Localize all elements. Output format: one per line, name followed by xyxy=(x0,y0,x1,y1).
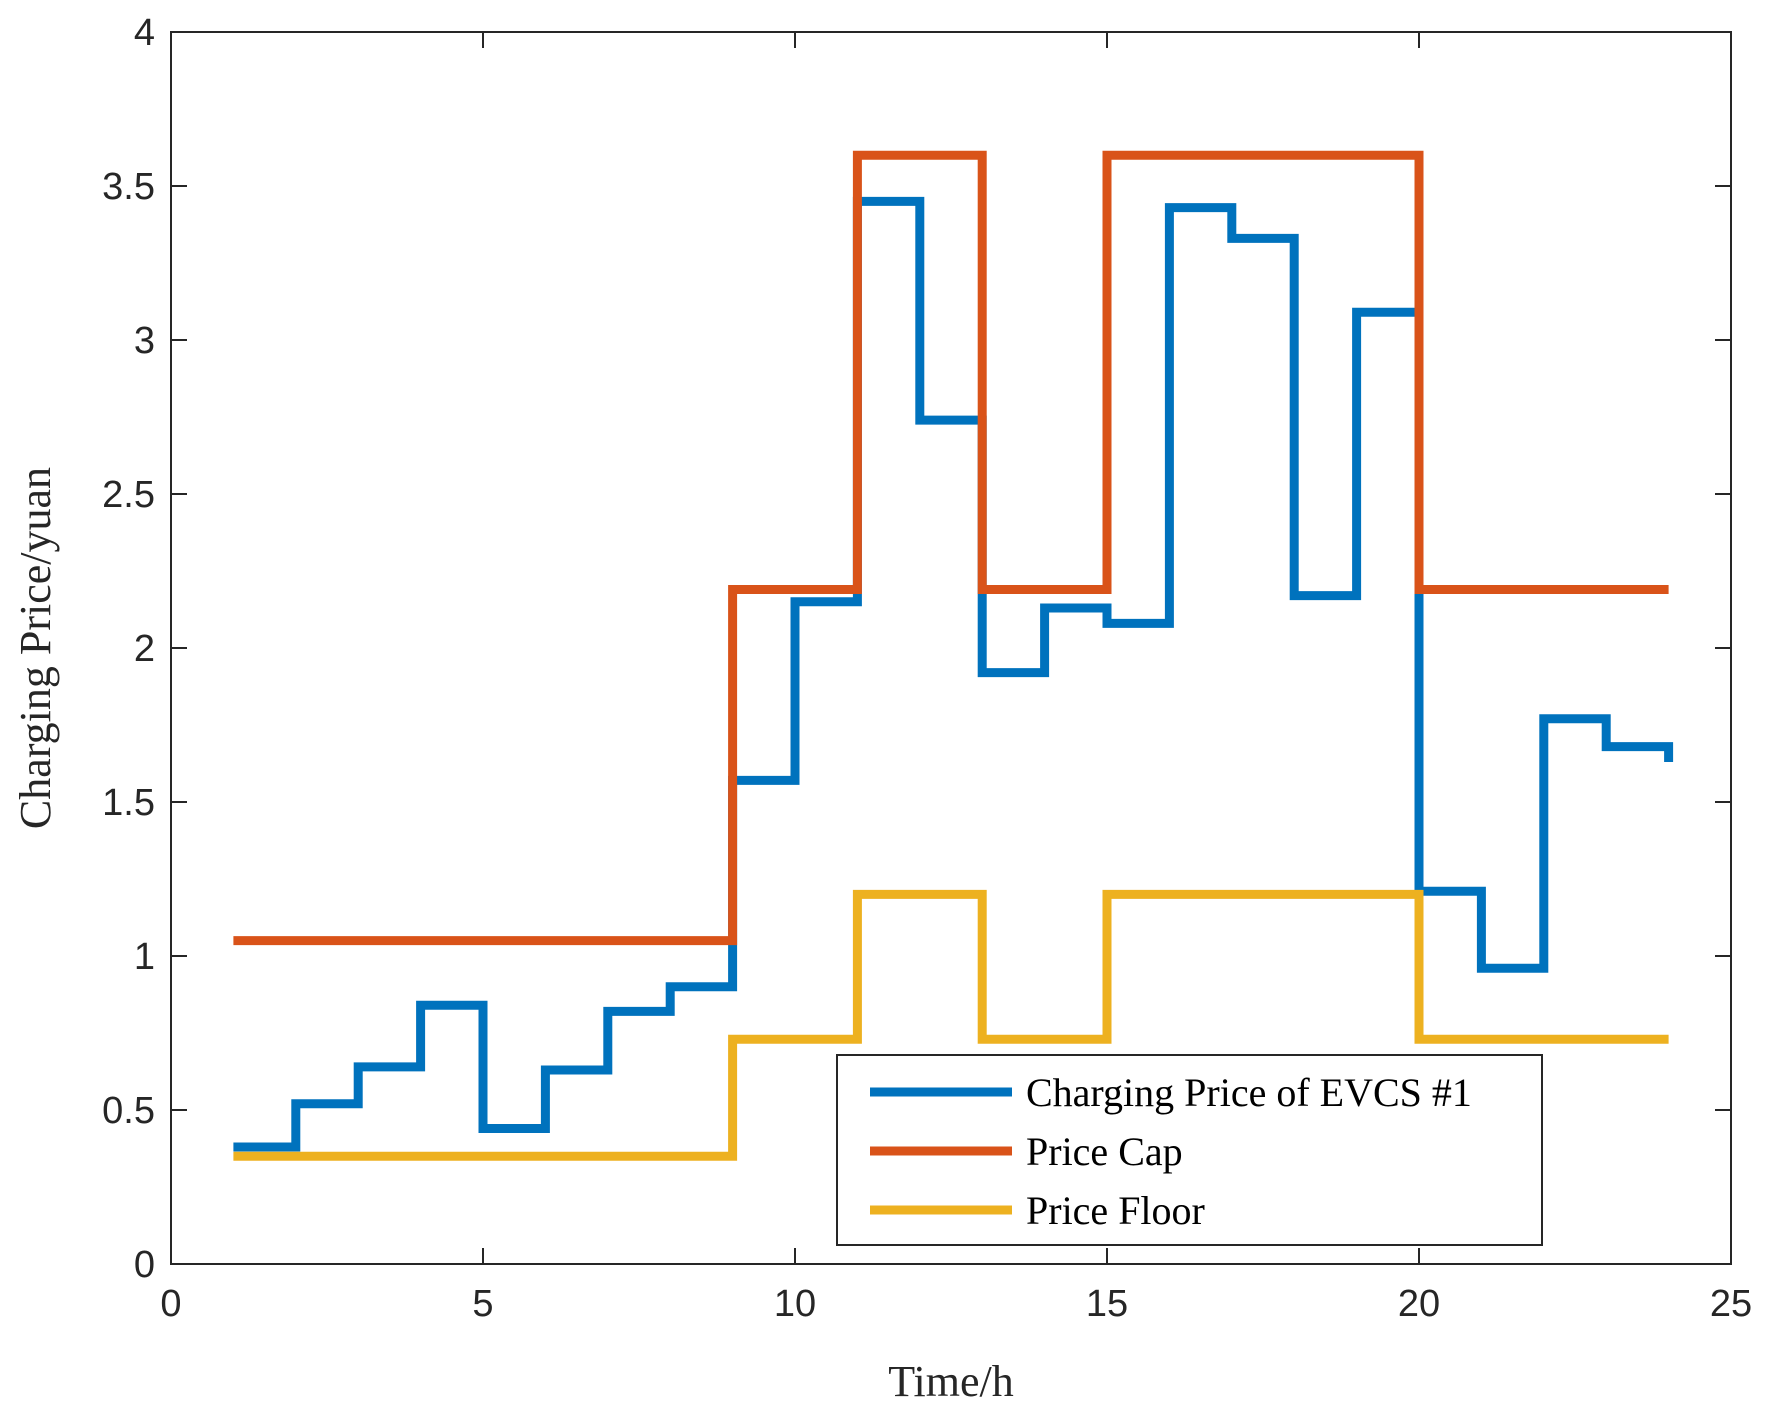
tick-layer: 0 5 10 15 20 25 0 0.5 1 1.5 2 2.5 3 3.5 4 xyxy=(102,12,1752,1325)
legend-label-price-cap: Price Cap xyxy=(1026,1129,1183,1174)
x-tick-label: 0 xyxy=(160,1283,181,1325)
y-tick-label: 1 xyxy=(134,936,155,978)
y-tick-label: 3 xyxy=(134,320,155,362)
series-line-price-cap xyxy=(233,150,1669,946)
y-tick-label: 1.5 xyxy=(102,782,155,824)
series-line-price-floor xyxy=(233,889,1669,1161)
y-tick-label: 2.5 xyxy=(102,474,155,516)
y-tick-label: 4 xyxy=(134,12,155,54)
y-tick-label: 0.5 xyxy=(102,1090,155,1132)
series-layer xyxy=(233,150,1674,1161)
y-tick-label: 3.5 xyxy=(102,166,155,208)
x-tick-label: 20 xyxy=(1398,1283,1440,1325)
x-tick-label: 10 xyxy=(774,1283,816,1325)
x-tick-label: 25 xyxy=(1710,1283,1752,1325)
y-tick-label: 0 xyxy=(134,1244,155,1286)
legend-label-evcs: Charging Price of EVCS #1 xyxy=(1026,1070,1472,1115)
legend-label-price-floor: Price Floor xyxy=(1026,1188,1205,1233)
x-tick-label: 15 xyxy=(1086,1283,1128,1325)
x-axis-title: Time/h xyxy=(888,1357,1014,1406)
y-tick-label: 2 xyxy=(134,628,155,670)
legend: Charging Price of EVCS #1 Price Cap Pric… xyxy=(836,1054,1543,1246)
y-axis-title: Charging Price/yuan xyxy=(11,467,60,829)
x-tick-label: 5 xyxy=(472,1283,493,1325)
